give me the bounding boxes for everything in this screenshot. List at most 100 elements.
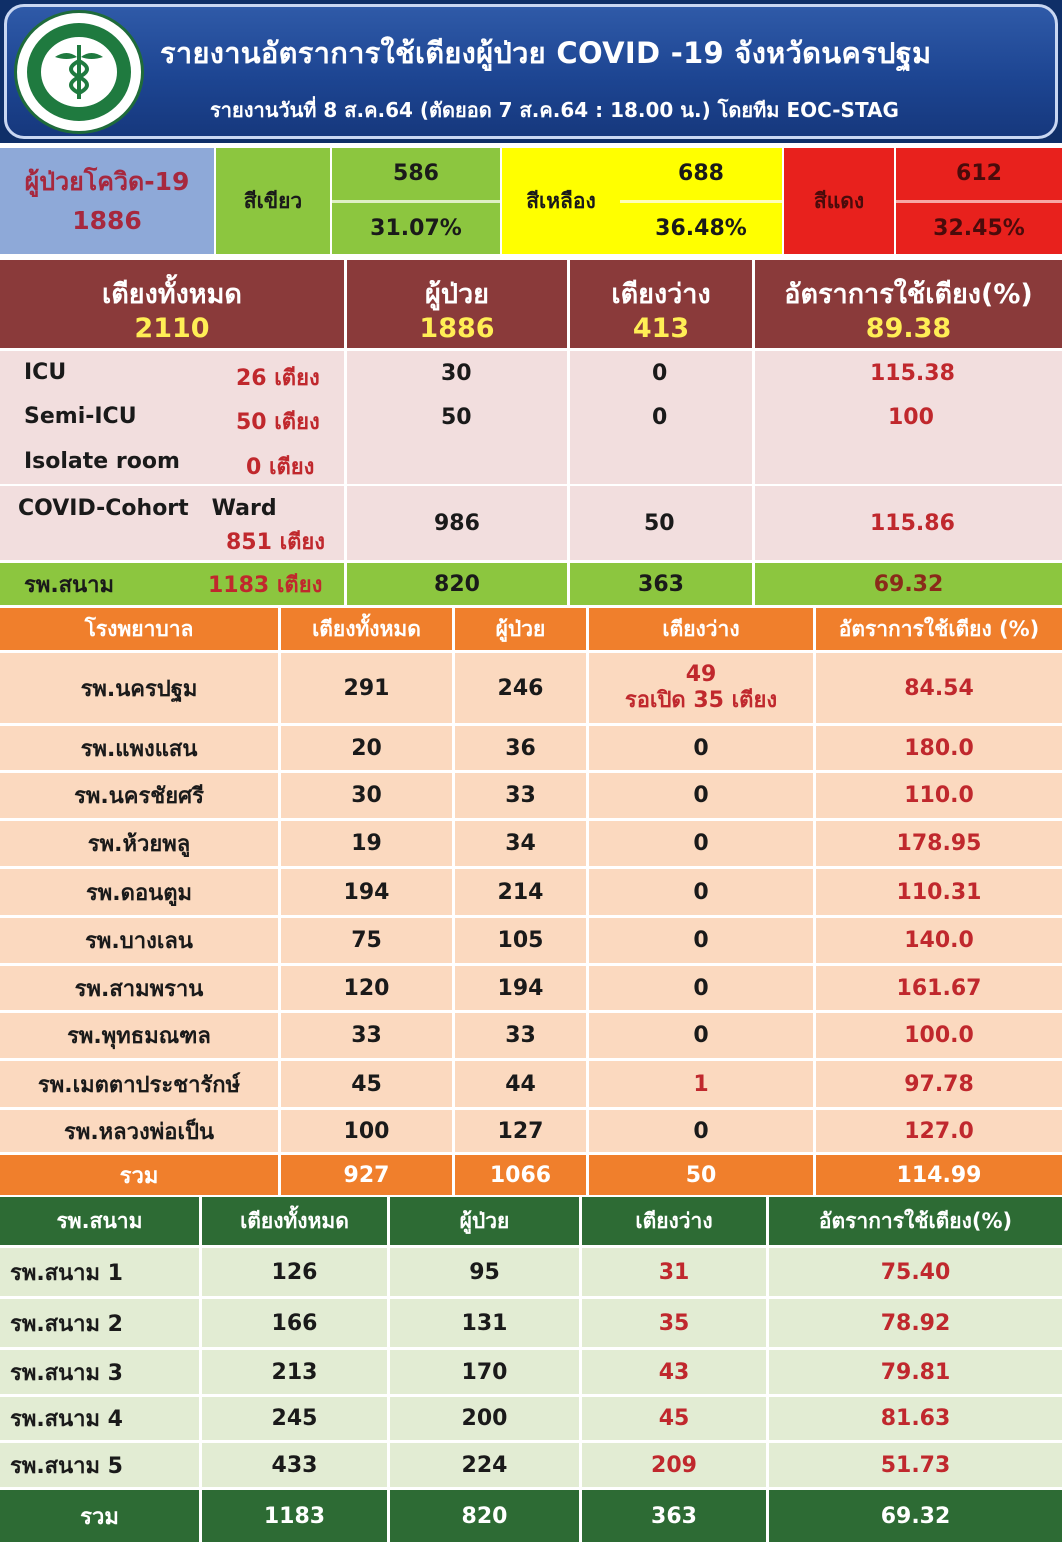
icu-label: ICU — [24, 360, 67, 385]
hospital-cell-patients: 44 — [455, 1061, 586, 1107]
hospital-cell-vacant: 49 รอเปิด 35 เตียง — [589, 653, 813, 723]
summary-header-value: 2110 — [134, 313, 210, 344]
hospital-cell-beds: 75 — [281, 918, 452, 963]
hospital-cell-vacant: 0 — [589, 773, 813, 818]
field-cell-vacant: 43 — [582, 1350, 766, 1394]
hospital-cell-rate: 140.0 — [816, 918, 1062, 963]
hospital-cell-beds: 19 — [281, 821, 452, 866]
green-count: 586 — [332, 148, 500, 203]
field-cell-name: รพ.สนาม 4 — [0, 1397, 199, 1440]
field-header-name: รพ.สนาม — [0, 1197, 199, 1245]
moph-logo-icon — [14, 10, 144, 134]
field-total-rate: 69.32 — [769, 1490, 1062, 1542]
field-cell-patients: 200 — [390, 1397, 579, 1440]
hospital-total-patients: 1066 — [455, 1155, 586, 1195]
hospital-total-label: รวม — [0, 1155, 278, 1195]
field-cell-vacant: 209 — [582, 1443, 766, 1487]
report-header: รายงานอัตราการใช้เตียงผู้ป่วย COVID -19 … — [0, 0, 1062, 143]
summary-header-rate: อัตราการใช้เตียง(%) 89.38 — [755, 260, 1062, 348]
field-row-name: รพ.สนาม — [24, 572, 114, 598]
caduceus-icon — [55, 45, 103, 99]
field-cell-name: รพ.สนาม 3 — [0, 1350, 199, 1394]
total-patients-cell: ผู้ป่วยโควิด-19 1886 — [0, 148, 214, 254]
field-total-beds: 1183 — [202, 1490, 387, 1542]
field-cell-vacant: 31 — [582, 1248, 766, 1296]
field-cell-name: รพ.สนาม 2 — [0, 1299, 199, 1347]
hospital-header-vacant: เตียงว่าง — [589, 608, 813, 650]
hospital-cell-patients: 105 — [455, 918, 586, 963]
field-total-label: รวม — [0, 1490, 199, 1542]
hospital-cell-vacant: 0 — [589, 821, 813, 866]
summary-header-total-beds: เตียงทั้งหมด 2110 — [0, 260, 344, 348]
field-cell-name: รพ.สนาม 5 — [0, 1443, 199, 1487]
hospital-header-rate: อัตราการใช้เตียง (%) — [816, 608, 1062, 650]
hospital-cell-vacant: 0 — [589, 1013, 813, 1058]
hospital-cell-name: รพ.บางเลน — [0, 918, 278, 963]
semi-icu-vacant: 0 — [652, 405, 668, 430]
hospital-cell-name: รพ.ห้วยพลู — [0, 821, 278, 866]
yellow-percent: 36.48% — [655, 215, 747, 241]
field-cell-vacant: 35 — [582, 1299, 766, 1347]
icu-vacant: 0 — [652, 361, 668, 386]
hospital-vacant-value: 49 — [685, 661, 717, 687]
field-cell-beds: 433 — [202, 1443, 387, 1487]
hospital-cell-patients: 36 — [455, 726, 586, 770]
report-subtitle: รายงานวันที่ 8 ส.ค.64 (ตัดยอด 7 ส.ค.64 :… — [210, 98, 899, 122]
hospital-header-beds: เตียงทั้งหมด — [281, 608, 452, 650]
semi-icu-label: Semi-ICU — [24, 404, 137, 429]
field-cell-beds: 245 — [202, 1397, 387, 1440]
icu-beds: 26 เตียง — [236, 366, 320, 391]
red-values: 612 32.45% — [896, 148, 1062, 254]
field-cell-beds: 166 — [202, 1299, 387, 1347]
cohort-ward-vacant: 50 — [644, 511, 675, 536]
red-count: 612 — [896, 148, 1062, 203]
field-cell-rate: 79.81 — [769, 1350, 1062, 1394]
field-cell-rate: 51.73 — [769, 1443, 1062, 1487]
field-header-patients: ผู้ป่วย — [390, 1197, 579, 1245]
green-label: สีเขียว — [216, 148, 330, 254]
icu-rate: 115.38 — [870, 361, 955, 386]
hospital-total-rate: 114.99 — [816, 1155, 1062, 1195]
field-total-patients: 820 — [390, 1490, 579, 1542]
hospital-cell-rate: 110.31 — [816, 869, 1062, 915]
report-title: รายงานอัตราการใช้เตียงผู้ป่วย COVID -19 … — [160, 36, 932, 70]
field-cell-patients: 95 — [390, 1248, 579, 1296]
isolate-room-label: Isolate room — [24, 449, 180, 474]
cohort-ward-patients: 986 — [434, 511, 480, 536]
field-total-vacant: 363 — [582, 1490, 766, 1542]
hospital-cell-rate: 100.0 — [816, 1013, 1062, 1058]
hospital-cell-vacant: 1 — [589, 1061, 813, 1107]
hospital-cell-vacant: 0 — [589, 1110, 813, 1152]
hospital-cell-name: รพ.พุทธมณฑล — [0, 1013, 278, 1058]
cohort-ward-rate: 115.86 — [870, 511, 955, 536]
field-row-beds: 1183 เตียง — [208, 572, 323, 598]
hospital-cell-patients: 33 — [455, 1013, 586, 1058]
field-cell-name: รพ.สนาม 1 — [0, 1248, 199, 1296]
field-header-vacant: เตียงว่าง — [582, 1197, 766, 1245]
summary-rate-col — [755, 351, 1062, 560]
summary-header-value: 1886 — [419, 313, 495, 344]
hospital-header-name: โรงพยาบาล — [0, 608, 278, 650]
field-header-beds: เตียงทั้งหมด — [202, 1197, 387, 1245]
total-patients-label: ผู้ป่วยโควิด-19 — [24, 167, 190, 196]
hospital-cell-vacant: 0 — [589, 918, 813, 963]
hospital-cell-rate: 180.0 — [816, 726, 1062, 770]
semi-icu-patients: 50 — [441, 405, 472, 430]
hospital-cell-rate: 110.0 — [816, 773, 1062, 818]
summary-header-label: เตียงทั้งหมด — [102, 279, 242, 310]
summary-divider — [0, 484, 1062, 486]
summary-names-col — [0, 351, 344, 560]
yellow-label: สีเหลือง — [502, 148, 620, 254]
hospital-cell-rate: 178.95 — [816, 821, 1062, 866]
hospital-header-patients: ผู้ป่วย — [455, 608, 586, 650]
total-patients-value: 1886 — [72, 206, 142, 235]
summary-vacant-col — [570, 351, 752, 560]
semi-icu-beds: 50 เตียง — [236, 410, 320, 435]
hospital-cell-name: รพ.เมตตาประชารักษ์ — [0, 1061, 278, 1107]
hospital-total-vacant: 50 — [589, 1155, 813, 1195]
summary-header-label: อัตราการใช้เตียง(%) — [784, 279, 1033, 310]
summary-header-value: 413 — [632, 313, 690, 344]
hospital-cell-rate: 127.0 — [816, 1110, 1062, 1152]
hospital-cell-name: รพ.ดอนตูม — [0, 869, 278, 915]
hospital-cell-beds: 194 — [281, 869, 452, 915]
